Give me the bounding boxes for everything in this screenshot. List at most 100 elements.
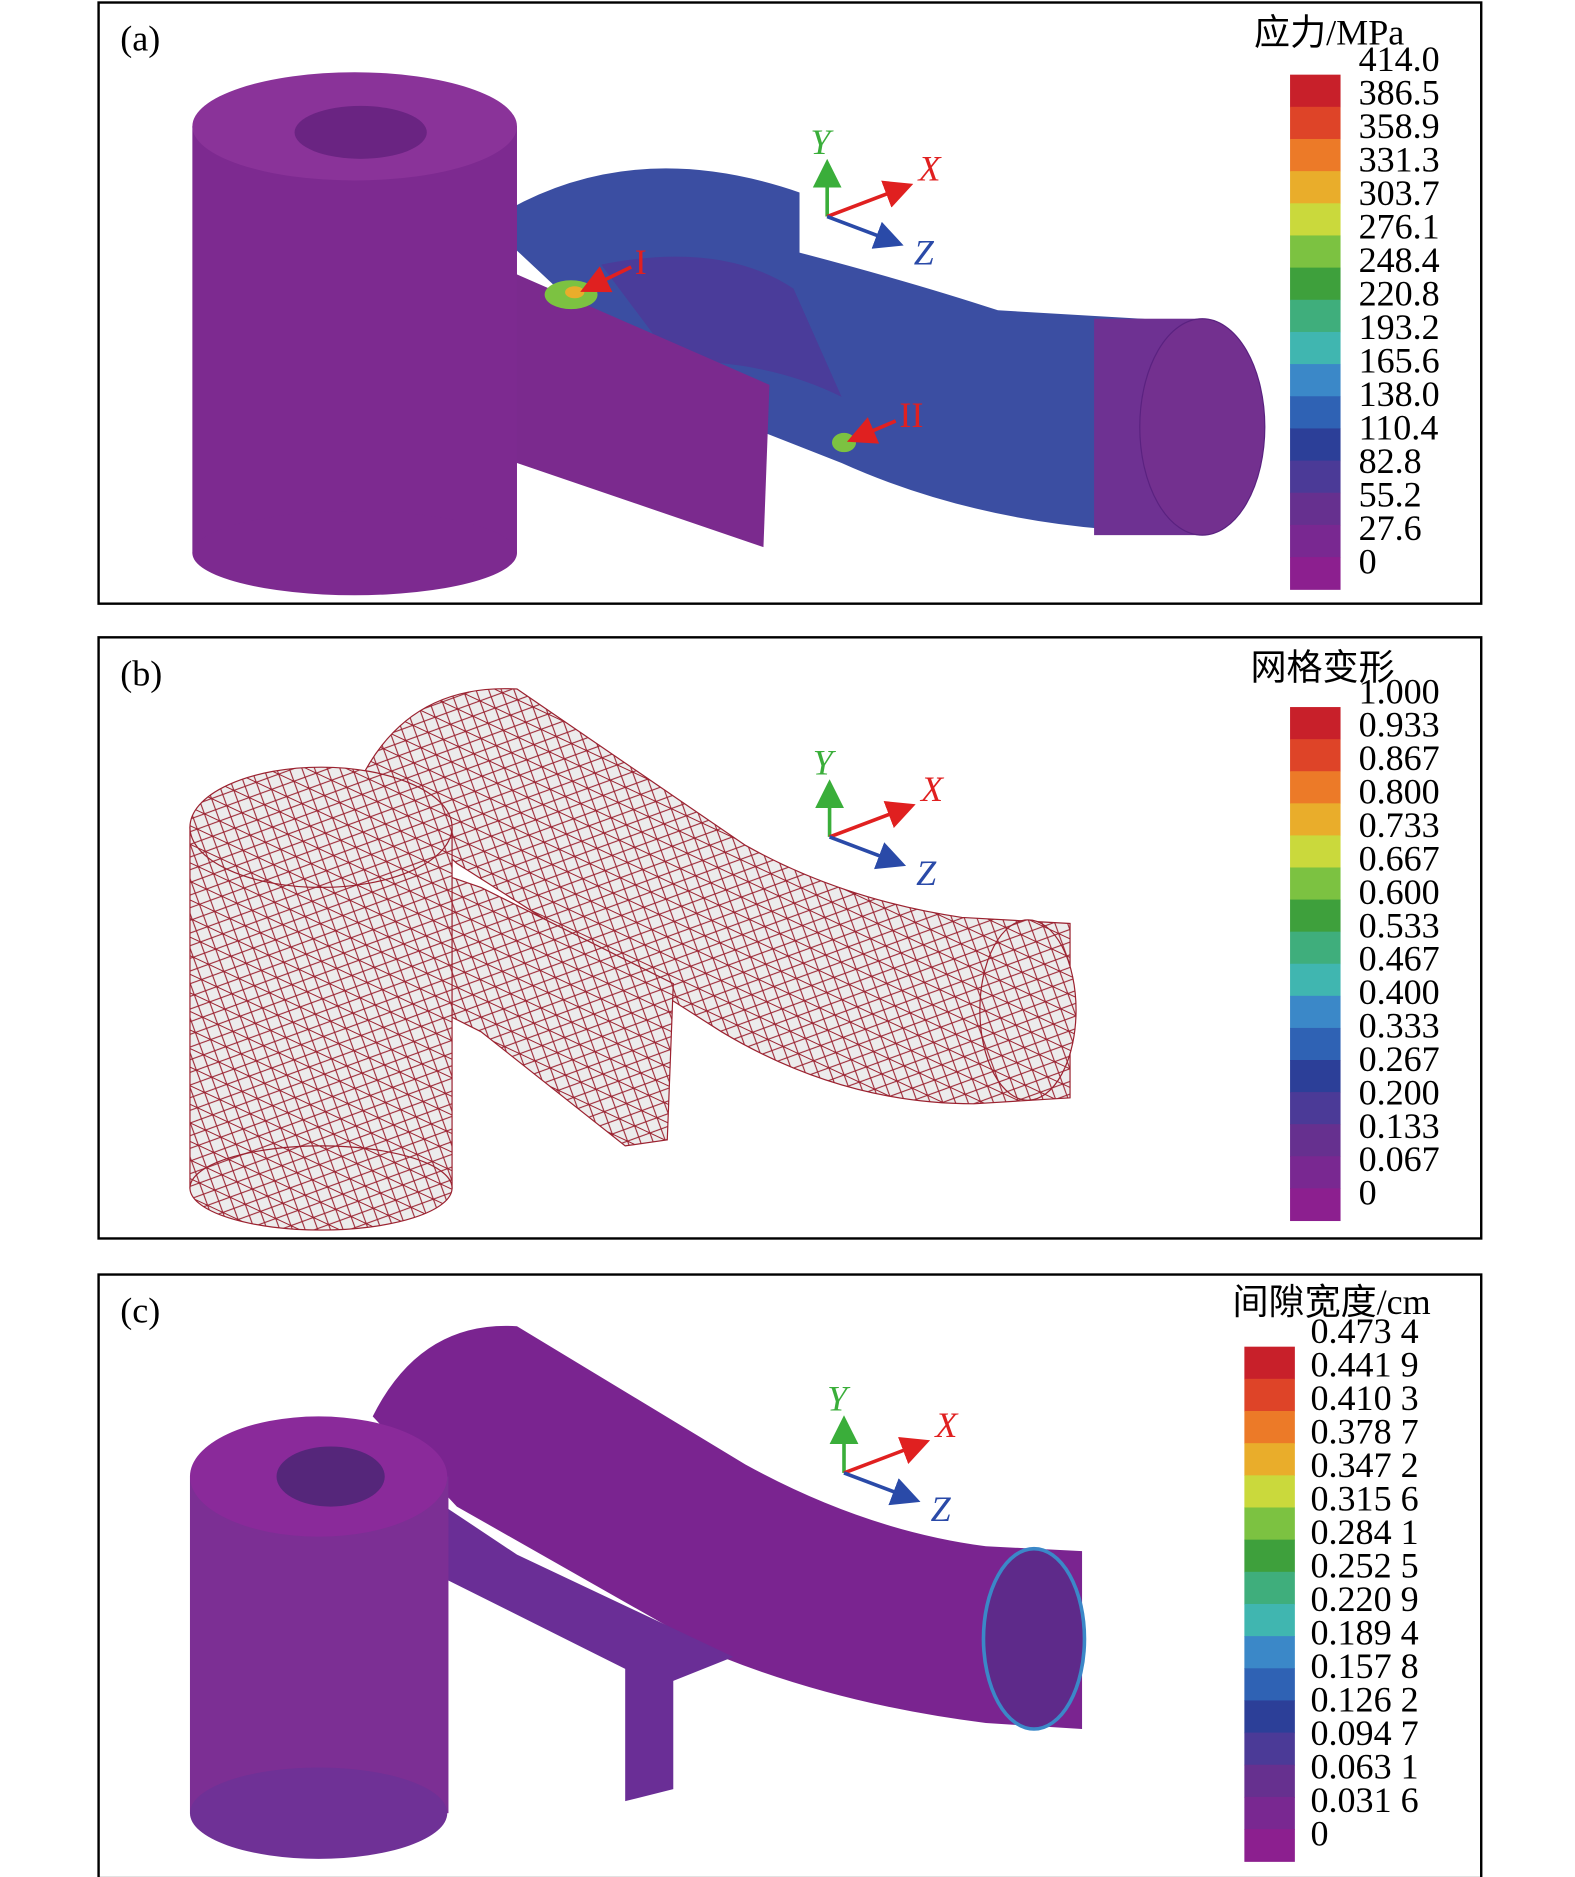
colorbar-band <box>1290 74 1341 108</box>
colorbar-label: 0.284 1 <box>1310 1512 1418 1552</box>
colorbar-band <box>1244 1571 1295 1605</box>
colorbar-band <box>1290 331 1341 365</box>
colorbar-band <box>1244 1539 1295 1573</box>
cylinder-bottom <box>189 1767 448 1859</box>
axis-label-z: Z <box>931 1489 952 1529</box>
colorbar-label: 0.933 <box>1359 705 1440 745</box>
colorbar-label: 27.6 <box>1359 508 1422 548</box>
colorbar-label: 0.467 <box>1359 939 1440 979</box>
colorbar-label: 82.8 <box>1359 441 1422 481</box>
panel-label: (c) <box>120 1291 160 1331</box>
colorbar-band <box>1290 106 1341 140</box>
colorbar-band <box>1290 931 1341 965</box>
colorbar-label: 0.126 2 <box>1310 1679 1418 1719</box>
legend-title: 应力/MPa <box>1254 12 1404 52</box>
axis-label-x: X <box>933 1405 959 1445</box>
annotation-arrow <box>846 417 897 444</box>
annotation: II <box>899 395 923 435</box>
colorbar-band <box>1244 1829 1295 1862</box>
panel-a: I II (a) 应力/MPa414.0386.5358.9331.3303.72… <box>97 1 1483 605</box>
colorbar-band <box>1290 835 1341 869</box>
colorbar-label: 331.3 <box>1359 139 1440 179</box>
colorbar-label: 138.0 <box>1359 374 1440 414</box>
colorbar-band <box>1290 739 1341 772</box>
colorbar-band <box>1290 299 1341 333</box>
colorbar-band <box>1244 1475 1295 1509</box>
colorbar-band <box>1244 1443 1295 1476</box>
colorbar-band <box>1290 1188 1341 1222</box>
colorbar-label: 0.133 <box>1359 1106 1440 1146</box>
colorbar-label: 165.6 <box>1359 340 1440 380</box>
colorbar-label: 0.200 <box>1359 1072 1440 1112</box>
colorbar-band <box>1290 492 1341 526</box>
hot-spot <box>831 432 857 453</box>
colorbar-band <box>1290 771 1341 804</box>
colorbar-label: 55.2 <box>1359 474 1422 514</box>
colorbar-band <box>1290 524 1341 558</box>
axis-label-z: Z <box>916 853 937 893</box>
colorbar-band <box>1290 867 1341 901</box>
colorbar-label: 193.2 <box>1359 307 1440 347</box>
colorbar-band <box>1244 1796 1295 1830</box>
colorbar-band <box>1290 963 1341 997</box>
tube-end-mesh <box>979 919 1077 1101</box>
panel-frame <box>97 1 1483 605</box>
axis-z <box>826 214 904 249</box>
cylinder-hole <box>276 1446 385 1507</box>
colorbar-label: 0.667 <box>1359 838 1440 878</box>
colorbar-label: 0.189 4 <box>1310 1612 1418 1652</box>
colorbar-label: 0.315 6 <box>1310 1478 1418 1518</box>
panel-frame <box>97 636 1483 1240</box>
panel-label: (b) <box>120 653 162 693</box>
colorbar-label: 0.733 <box>1359 805 1440 845</box>
tube-mesh <box>359 688 1071 1105</box>
colorbar-band <box>1290 1060 1341 1093</box>
axis-z <box>828 835 907 870</box>
hot-spot-core <box>565 286 585 299</box>
colorbar-label: 0.252 5 <box>1310 1545 1418 1585</box>
colorbar-band <box>1244 1378 1295 1412</box>
colorbar-label: 0.347 2 <box>1310 1445 1418 1485</box>
colorbar-label: 0.063 1 <box>1310 1746 1418 1786</box>
colorbar-label: 110.4 <box>1359 407 1439 447</box>
colorbar-label: 0 <box>1359 541 1377 581</box>
tube-opening <box>1139 318 1266 536</box>
colorbar-label: 248.4 <box>1359 240 1440 280</box>
colorbar-band <box>1244 1764 1295 1798</box>
colorbar-label: 0 <box>1359 1173 1377 1213</box>
panel-b: (b) 网格变形1.0000.9330.8670.8000.7330.6670.6… <box>97 636 1483 1240</box>
colorbar-label: 0.441 9 <box>1310 1344 1418 1384</box>
colorbar-band <box>1290 235 1341 269</box>
legend-title: 网格变形 <box>1250 647 1394 687</box>
colorbar-band <box>1244 1507 1295 1541</box>
colorbar-label: 0.378 7 <box>1310 1411 1418 1451</box>
colorbar-band <box>1290 899 1341 933</box>
cylinder-hole <box>294 105 427 159</box>
colorbar-label: 1.000 <box>1359 671 1440 711</box>
colorbar-label: 0.094 7 <box>1310 1713 1418 1753</box>
colorbar-label: 276.1 <box>1359 206 1440 246</box>
panel-frame <box>97 1273 1483 1877</box>
axis-x <box>843 1437 931 1475</box>
colorbar-band <box>1244 1603 1295 1637</box>
axis-label-y: Y <box>827 1378 851 1418</box>
colorbar-label: 0.867 <box>1359 738 1440 778</box>
colorbar-label: 0.400 <box>1359 972 1440 1012</box>
colorbar-band <box>1290 1092 1341 1125</box>
colorbar-label: 0.333 <box>1359 1006 1440 1046</box>
axis-z <box>843 1471 921 1506</box>
annotation-arrow <box>580 265 632 293</box>
axis-label-x: X <box>917 148 943 188</box>
colorbar-label: 386.5 <box>1359 72 1440 112</box>
colorbar-label: 0.067 <box>1359 1139 1440 1179</box>
colorbar-label: 0.533 <box>1359 905 1440 945</box>
colorbar-label: 358.9 <box>1359 106 1440 146</box>
colorbar-band <box>1244 1732 1295 1766</box>
colorbar-band <box>1244 1346 1295 1380</box>
colorbar-label: 0.800 <box>1359 772 1440 812</box>
colorbar-label: 0.220 9 <box>1310 1579 1418 1619</box>
cylinder-top-mesh <box>189 766 453 889</box>
colorbar-band <box>1244 1411 1295 1444</box>
